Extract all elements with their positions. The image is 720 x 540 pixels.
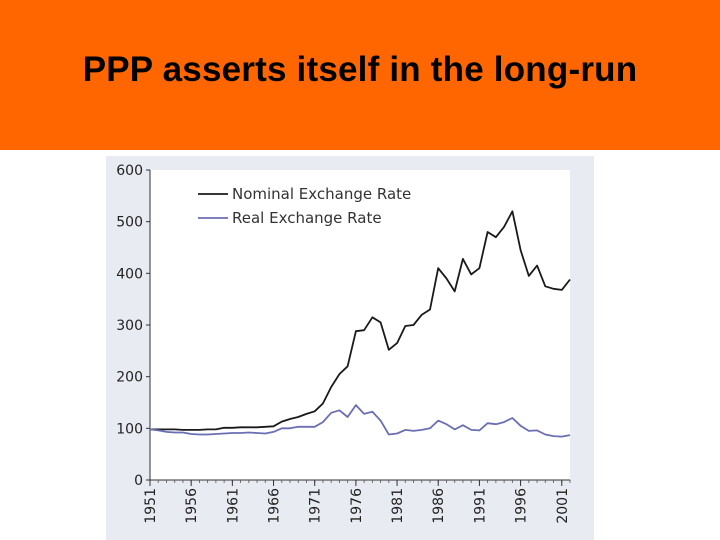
y-tick-label: 500: [116, 215, 143, 231]
y-tick-label: 300: [116, 318, 143, 334]
x-tick-label: 2001: [555, 488, 571, 524]
chart-panel: 0 100 200 300 400 500 600 1951 1956 1961 1966 1971…: [106, 156, 594, 540]
x-axis: 1951 1956 1961 1966 1971 1976 1981 1986 1991 1996…: [143, 479, 571, 524]
x-tick-label: 1996: [514, 488, 530, 524]
chart-legend: Nominal Exchange Rate Real Exchange Rate: [198, 185, 411, 227]
x-tick-label: 1971: [308, 488, 324, 524]
x-tick-label: 1976: [349, 488, 365, 524]
y-tick-label: 400: [116, 266, 143, 282]
series-lines: [149, 210, 571, 438]
legend-label: Real Exchange Rate: [232, 209, 382, 227]
y-tick-label: 200: [116, 370, 143, 386]
series-line-0: [150, 210, 571, 431]
y-tick-label: 600: [116, 163, 143, 179]
x-tick-label: 1966: [267, 488, 283, 524]
x-tick-label: 1991: [472, 488, 488, 524]
x-tick-label: 1951: [143, 488, 159, 524]
x-tick-label: 1981: [390, 488, 406, 524]
x-tick-label: 1986: [431, 488, 447, 524]
y-tick-label: 100: [116, 421, 143, 437]
series-line-1: [149, 404, 571, 438]
title-banner: [0, 0, 720, 150]
x-tick-label: 1956: [184, 488, 200, 524]
exchange-rate-chart: 0 100 200 300 400 500 600 1951 1956 1961 1966 1971…: [116, 163, 571, 524]
y-axis: 0 100 200 300 400 500 600: [116, 163, 151, 489]
legend-label: Nominal Exchange Rate: [232, 185, 411, 203]
y-tick-label: 0: [134, 473, 143, 489]
slide-title: PPP asserts itself in the long-run: [82, 50, 638, 89]
x-tick-label: 1961: [225, 488, 241, 524]
